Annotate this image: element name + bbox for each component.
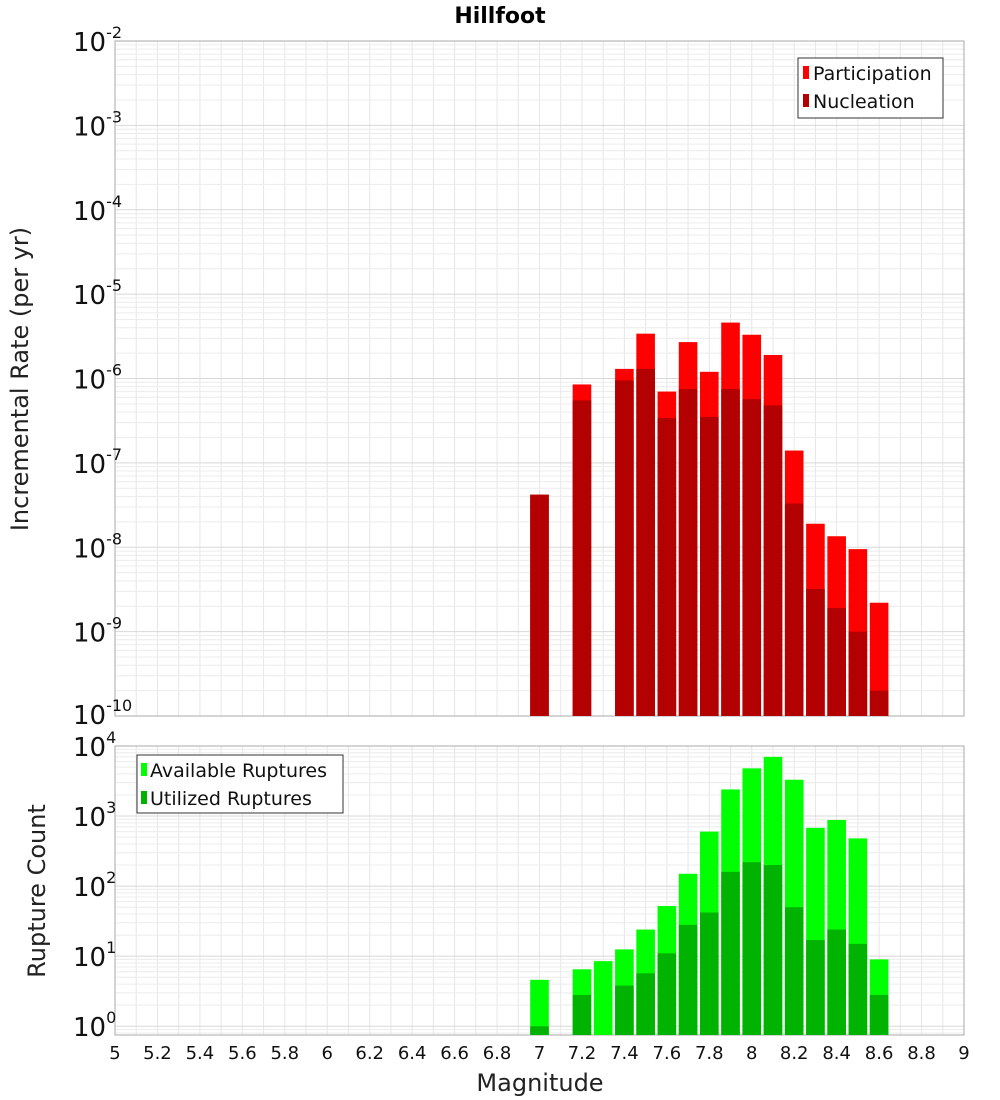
x-tick-label: 7.6 [653,1043,682,1064]
bottom-legend: Available Ruptures Utilized Ruptures [136,754,344,814]
bar-utilized-ruptures [657,953,677,1035]
x-tick-label: 7.2 [568,1043,597,1064]
bottom-bars [530,756,889,1035]
top-y-ticks: 10-2 10-3 10-4 10-5 10-6 10-7 10-8 10-9 10-10 [73,23,132,731]
bar-nucleation [827,608,846,716]
bar-utilized-ruptures [700,912,719,1035]
y-tick-label: 10-6 [73,361,122,396]
x-tick-label: 6.2 [355,1043,384,1064]
y-tick-label: 102 [73,868,116,903]
x-tick-label: 8.6 [865,1043,894,1064]
bar-utilized-ruptures [763,865,783,1035]
bar-nucleation [869,690,889,716]
bar-utilized-ruptures [827,929,846,1035]
bar-utilized-ruptures [742,862,762,1035]
x-tick-label: 5 [109,1043,120,1064]
x-axis-label: Magnitude [476,1069,603,1097]
bar-available-ruptures [530,979,549,1035]
bar-utilized-ruptures [869,994,889,1035]
bar-nucleation [636,368,655,716]
bottom-y-ticks: 104 103 102 101 100 [73,728,116,1043]
bar-utilized-ruptures [806,940,825,1035]
x-ticks: 5 5.2 5.4 5.6 5.8 6 6.2 6.4 6.6 6.8 7 7.2 7.4 7.6 7.8 8… [109,1043,969,1064]
bar-nucleation [763,405,783,716]
bar-utilized-ruptures [572,994,592,1035]
bar-utilized-ruptures [615,985,634,1035]
bar-nucleation [530,494,549,716]
y-tick-label: 100 [73,1008,116,1043]
bar-nucleation [678,389,698,716]
top-legend-box [797,57,944,119]
bar-nucleation [572,400,592,716]
legend-swatch-participation [803,66,809,79]
x-tick-label: 8.8 [907,1043,936,1064]
y-tick-label: 104 [73,728,116,763]
bar-nucleation [700,416,719,716]
bar-nucleation [721,389,740,716]
top-legend: Participation Nucleation [797,57,944,119]
bar-nucleation [848,631,868,716]
bottom-y-axis-label: Rupture Count [23,804,51,978]
chart-title: Hillfoot [454,4,546,29]
legend-swatch-available [141,763,147,776]
bar-utilized-ruptures [848,943,868,1035]
x-tick-label: 7.8 [695,1043,724,1064]
bar-nucleation [806,589,825,716]
x-tick-label: 6 [322,1043,333,1064]
y-tick-label: 10-3 [73,107,122,142]
y-tick-label: 10-10 [73,696,132,731]
y-tick-label: 10-5 [73,276,122,311]
bottom-legend-box [136,754,344,814]
legend-label-available: Available Ruptures [150,760,327,782]
x-tick-label: 8 [746,1043,757,1064]
bar-participation [869,602,889,716]
x-tick-label: 6.6 [440,1043,469,1064]
bar-utilized-ruptures [784,907,804,1035]
legend-swatch-nucleation [803,94,809,107]
y-tick-label: 10-4 [73,192,122,227]
legend-swatch-utilized [141,791,147,804]
bar-utilized-ruptures [530,1026,549,1035]
x-tick-label: 7 [534,1043,545,1064]
legend-label-utilized: Utilized Ruptures [150,788,312,810]
x-tick-label: 5.2 [143,1043,172,1064]
y-tick-label: 10-2 [73,23,122,58]
x-tick-label: 5.6 [228,1043,257,1064]
x-tick-label: 7.4 [610,1043,639,1064]
legend-label-nucleation: Nucleation [813,91,915,113]
y-tick-label: 10-9 [73,614,122,649]
x-tick-label: 5.4 [186,1043,215,1064]
x-tick-label: 8.2 [780,1043,809,1064]
bar-nucleation [784,503,804,716]
y-tick-label: 103 [73,798,116,833]
legend-label-participation: Participation [813,63,932,85]
y-tick-label: 10-8 [73,529,122,564]
bar-nucleation [615,380,634,716]
bar-utilized-ruptures [721,871,740,1035]
bar-available-ruptures [593,961,613,1035]
bar-utilized-ruptures [636,973,655,1035]
x-tick-label: 6.8 [483,1043,512,1064]
x-tick-label: 5.8 [270,1043,299,1064]
bar-nucleation [657,418,677,716]
top-y-axis-label: Incremental Rate (per yr) [6,227,34,531]
bar-nucleation [742,399,762,716]
y-tick-label: 10-7 [73,445,122,480]
x-tick-label: 6.4 [398,1043,427,1064]
x-tick-label: 8.4 [822,1043,851,1064]
top-bars [530,322,889,716]
y-tick-label: 101 [73,938,116,973]
bar-utilized-ruptures [678,924,698,1035]
x-tick-label: 9 [958,1043,969,1064]
